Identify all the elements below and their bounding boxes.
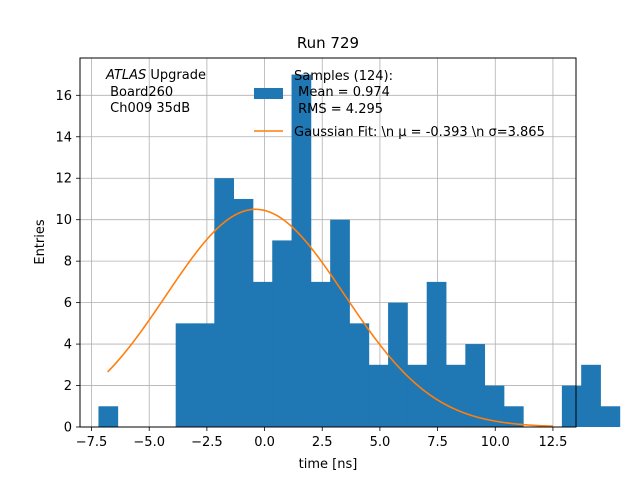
legend-hist-swatch [254,88,283,99]
histogram-bar [272,240,292,427]
histogram-bar [561,385,582,427]
x-tick-label: 7.5 [427,435,448,450]
x-tick-label: −7.5 [76,435,108,450]
histogram-bar [291,74,312,428]
histogram-bar [330,219,350,427]
histogram-bar [195,323,215,427]
x-tick-label: 12.5 [538,435,567,450]
gaussian-fit-line [107,208,553,427]
histogram-bar [252,281,273,427]
histogram-bar [581,364,601,427]
y-tick-label: 8 [64,255,72,270]
annotation-line-3: Ch009 35dB [106,101,190,116]
histogram-bar [368,364,389,427]
legend-hist-line-2: Mean = 0.974 [294,85,390,100]
x-tick-label: 0.0 [254,435,275,450]
histogram-bar [426,281,447,427]
histogram-bar [310,281,331,427]
histogram-bar [600,406,621,427]
histogram-bar [214,178,235,427]
gaussian-fit [107,208,553,427]
legend-hist-line-3: RMS = 4.295 [294,102,383,117]
x-axis-ticks: −7.5 −5.0 −2.5 0.0 2.5 5.0 7.5 10.0 12.5 [76,427,567,450]
x-tick-label: −2.5 [191,435,223,450]
histogram-bar [446,364,466,427]
histogram-bar [388,302,408,427]
histogram-bar [484,385,505,427]
histogram-bar [465,344,486,427]
x-tick-label: 2.5 [312,435,333,450]
annotation-line-1: ATLAS Upgrade [105,68,206,83]
histogram-bar [175,323,196,427]
histogram-bars [98,74,621,428]
histogram-bar [98,406,119,427]
plot-frame [79,57,577,428]
y-tick-label: 6 [64,296,72,311]
x-tick-label: 5.0 [370,435,391,450]
histogram-bar [349,323,370,427]
y-tick-label: 0 [64,421,72,436]
y-axis-ticks: 0 2 4 6 8 10 12 14 16 [55,89,80,436]
annotation-rest: Upgrade [146,68,206,83]
y-tick-label: 2 [64,379,72,394]
histogram-bar [407,364,428,427]
legend-fit-label: Gaussian Fit: \n μ = -0.393 \n σ=3.865 [294,125,545,140]
annotation-italic: ATLAS [105,68,146,83]
y-tick-label: 4 [64,338,72,353]
atlas-annotation: ATLAS Upgrade Board260 Ch009 35dB [105,68,206,116]
chart-title: Run 729 [297,34,359,52]
legend: Samples (124): Mean = 0.974 RMS = 4.295 … [254,69,545,140]
x-tick-label: −5.0 [133,435,165,450]
histogram-bar [233,198,254,427]
y-tick-label: 16 [55,89,72,104]
y-tick-label: 14 [55,130,72,145]
x-tick-label: 10.0 [481,435,510,450]
histogram-bar [503,406,524,427]
y-axis-label: Entries [33,219,48,265]
annotation-line-2: Board260 [106,85,173,100]
y-tick-label: 12 [55,172,72,187]
legend-hist-line-1: Samples (124): [294,69,393,84]
x-axis-label: time [ns] [299,457,358,472]
y-tick-label: 10 [55,213,72,228]
